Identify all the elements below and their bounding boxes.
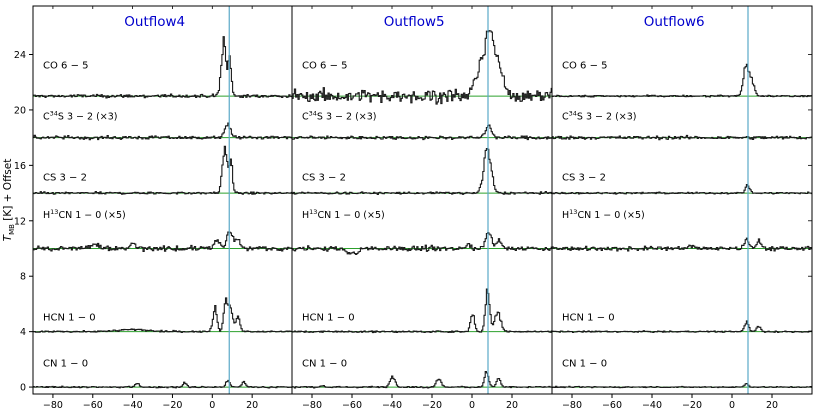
spectrum-cs-3-2: [33, 145, 292, 195]
spectrum-hcn-1-0: [552, 320, 812, 333]
line-label: CO 6 − 5: [43, 60, 89, 71]
line-label: H13CN 1 − 0 (×5): [302, 208, 385, 221]
x-tick-label: 0: [209, 400, 215, 410]
y-tick-label: 20: [14, 105, 26, 116]
spectrum-cn-1-0: [552, 382, 812, 389]
x-tick-label: −40: [123, 400, 143, 410]
spectrum-c34s-3-2: [552, 134, 812, 141]
line-label: CO 6 − 5: [562, 60, 608, 71]
x-tick-label: −20: [682, 400, 702, 410]
x-tick-label: −80: [43, 400, 63, 410]
panel-outflow5: CO 6 − 5 C34S 3 − 2 (×3) CS 3 − 2 H13CN 1 −…: [291, 5, 553, 410]
line-label: CS 3 − 2: [562, 173, 606, 184]
line-label: H13CN 1 − 0 (×5): [562, 208, 645, 221]
x-tick-label: 0: [729, 400, 735, 410]
x-tick-label: −60: [602, 400, 622, 410]
spectrum-c34s-3-2: [292, 124, 552, 141]
line-label: CN 1 − 0: [43, 358, 88, 369]
spectrum-hcn-1-0: [33, 297, 292, 333]
x-tick-label: 20: [766, 400, 778, 410]
line-label: CO 6 − 5: [302, 60, 348, 71]
line-label: C34S 3 − 2 (×3): [43, 110, 118, 123]
spectrum-cs-3-2: [552, 184, 812, 195]
panel-frame: [551, 5, 813, 395]
spectrum-co-6-5: [292, 30, 552, 105]
spectrum-c34s-3-2: [33, 122, 292, 141]
x-tick-label: −60: [83, 400, 103, 410]
line-label: HCN 1 − 0: [302, 313, 355, 324]
x-tick-label: −80: [562, 400, 582, 410]
x-tick-label: −60: [342, 400, 362, 410]
spectrum-cn-1-0: [292, 371, 552, 389]
spectrum-h13cn-1-0: [292, 231, 552, 256]
x-tick-label: −20: [162, 400, 182, 410]
panel-title: Outflow4: [124, 14, 185, 30]
x-tick-label: −80: [302, 400, 322, 410]
line-label: CN 1 − 0: [562, 358, 607, 369]
spectrum-co-6-5: [33, 36, 292, 99]
y-tick-label: 16: [14, 161, 26, 172]
y-tick-label: 12: [14, 216, 26, 227]
panel-title: Outflow5: [384, 14, 445, 30]
spectrum-h13cn-1-0: [552, 237, 812, 252]
line-label: C34S 3 − 2 (×3): [562, 110, 637, 123]
y-tick-label: 24: [14, 50, 26, 61]
line-label: H13CN 1 − 0 (×5): [43, 208, 126, 221]
x-tick-label: −40: [642, 400, 662, 410]
y-tick-label: 8: [20, 272, 26, 283]
panel-outflow6: CO 6 − 5 C34S 3 − 2 (×3) CS 3 − 2 H13CN 1 −…: [551, 5, 813, 410]
line-label: C34S 3 − 2 (×3): [302, 110, 377, 123]
y-tick-label: 4: [20, 327, 26, 338]
line-label: CS 3 − 2: [302, 173, 346, 184]
line-label: CN 1 − 0: [302, 358, 347, 369]
line-label: HCN 1 − 0: [43, 313, 96, 324]
x-tick-label: 20: [506, 400, 518, 410]
x-tick-label: 0: [469, 400, 475, 410]
line-label: CS 3 − 2: [43, 173, 87, 184]
x-tick-label: −40: [382, 400, 402, 410]
y-tick-label: 0: [20, 383, 26, 394]
panel-outflow4: CO 6 − 5 C34S 3 − 2 (×3) CS 3 − 2 H13CN 1 −…: [32, 5, 293, 410]
y-axis-label: TMB [K] + Offset: [2, 159, 16, 242]
spectrum-hcn-1-0: [292, 288, 552, 334]
spectrum-co-6-5: [552, 63, 812, 98]
spectrum-h13cn-1-0: [33, 231, 292, 253]
line-label: HCN 1 − 0: [562, 313, 615, 324]
spectrum-cn-1-0: [33, 379, 292, 389]
x-tick-label: −20: [422, 400, 442, 410]
spectrum-cs-3-2: [292, 147, 552, 196]
x-tick-label: 20: [246, 400, 258, 410]
panel-title: Outflow6: [644, 14, 705, 30]
